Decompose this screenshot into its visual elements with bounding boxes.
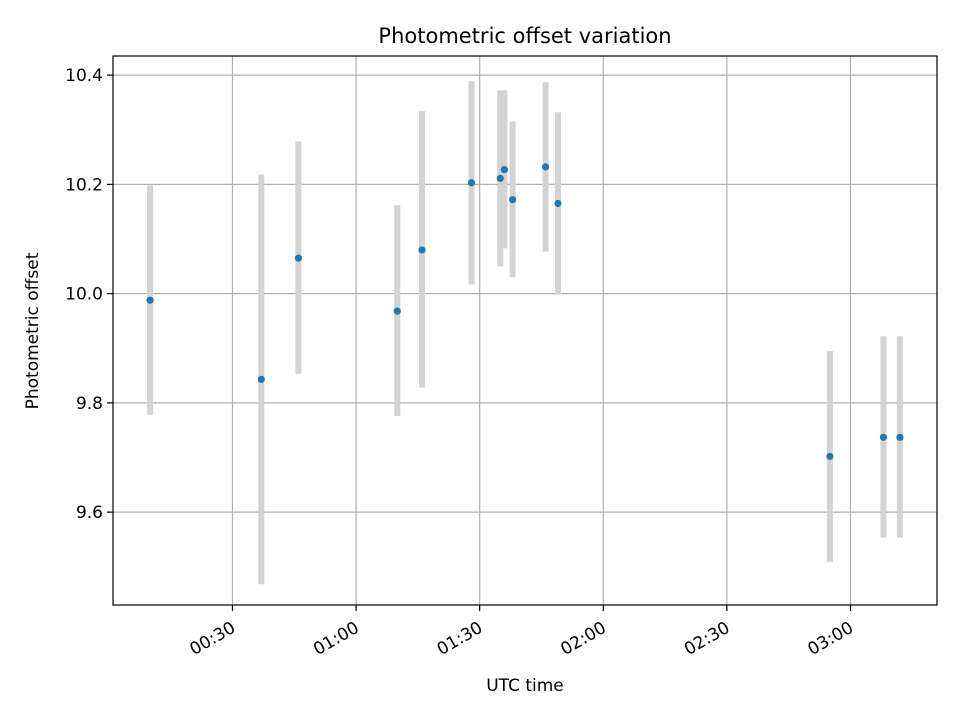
data-point	[393, 307, 401, 315]
data-point	[257, 375, 265, 383]
data-point	[879, 433, 888, 441]
y-tick-label: 9.6	[76, 503, 103, 523]
y-tick-label: 10.2	[65, 175, 103, 195]
data-point	[554, 199, 562, 208]
y-axis-label: Photometric offset	[23, 252, 43, 409]
data-point	[418, 246, 426, 254]
y-tick-label: 10.0	[65, 285, 103, 305]
data-point	[146, 296, 154, 304]
y-tick-label: 9.8	[76, 394, 103, 414]
y-axis-ticks: 9.6 9.8 10.0 10.2 10.4	[65, 66, 113, 523]
x-axis-label: UTC time	[486, 676, 564, 696]
chart-title: Photometric offset variation	[378, 24, 671, 48]
data-point	[509, 196, 517, 204]
grid	[113, 56, 937, 605]
y-tick-label: 10.4	[65, 66, 103, 86]
data-points	[146, 163, 904, 461]
data-point	[826, 452, 834, 461]
data-point	[896, 433, 904, 441]
data-point	[500, 166, 508, 174]
plot-frame	[112, 55, 938, 606]
data-point	[496, 174, 504, 182]
data-point	[294, 254, 302, 262]
data-point	[467, 179, 476, 187]
data-point	[542, 163, 550, 171]
